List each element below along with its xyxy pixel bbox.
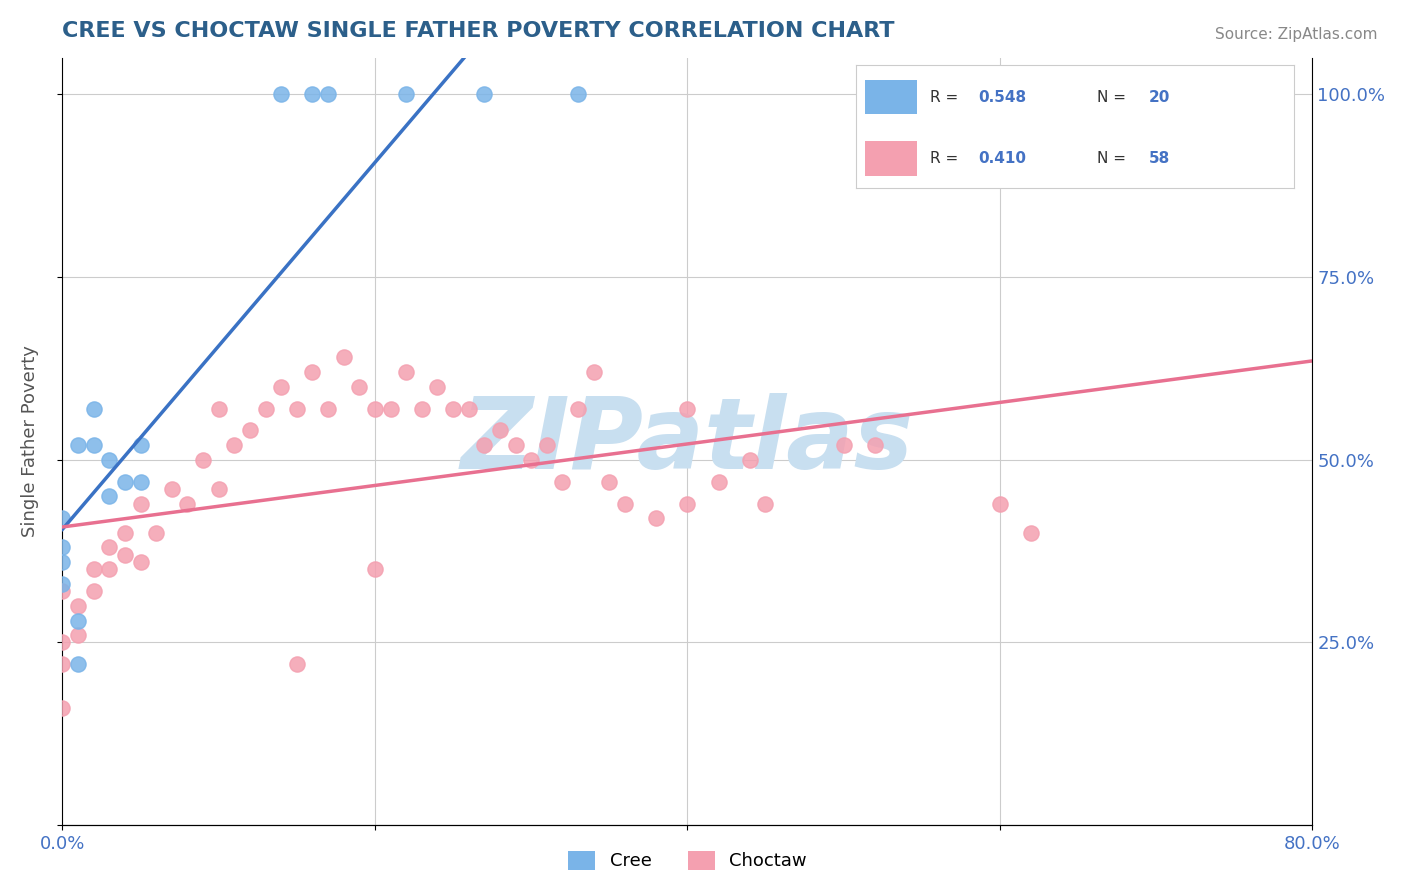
Point [567, 401, 589, 416]
Point [489, 424, 512, 438]
Point [832, 438, 855, 452]
Point [83, 584, 105, 599]
Point [380, 401, 402, 416]
Point [536, 438, 558, 452]
Point [254, 401, 277, 416]
Point [988, 497, 1011, 511]
Point [67, 614, 90, 628]
Point [707, 475, 730, 489]
Point [67, 628, 90, 642]
Point [51, 701, 73, 715]
Text: Source: ZipAtlas.com: Source: ZipAtlas.com [1215, 27, 1378, 42]
Point [114, 548, 136, 562]
Point [98, 489, 121, 503]
Point [364, 401, 387, 416]
Point [224, 438, 246, 452]
Point [551, 475, 574, 489]
Point [114, 475, 136, 489]
Point [160, 482, 183, 496]
Point [598, 475, 620, 489]
Point [395, 365, 418, 379]
Point [1019, 525, 1042, 540]
Point [676, 497, 699, 511]
Point [332, 351, 354, 365]
Point [645, 511, 668, 525]
Point [472, 87, 495, 102]
Point [301, 87, 323, 102]
Point [863, 438, 886, 452]
Point [349, 379, 371, 393]
Point [129, 497, 152, 511]
Point [270, 87, 292, 102]
Point [270, 379, 292, 393]
Point [83, 562, 105, 576]
Legend: Cree, Choctaw: Cree, Choctaw [561, 844, 814, 878]
Point [754, 497, 776, 511]
Point [98, 562, 121, 576]
Point [301, 365, 323, 379]
Point [176, 497, 198, 511]
Point [520, 452, 543, 467]
Point [129, 555, 152, 569]
Point [51, 577, 73, 591]
Point [51, 657, 73, 672]
Point [316, 401, 339, 416]
Point [67, 599, 90, 613]
Point [145, 525, 167, 540]
Y-axis label: Single Father Poverty: Single Father Poverty [21, 345, 39, 537]
Text: ZIPatlas: ZIPatlas [461, 393, 914, 490]
Point [98, 452, 121, 467]
Point [83, 401, 105, 416]
Point [114, 525, 136, 540]
Point [208, 401, 231, 416]
Point [129, 475, 152, 489]
Point [738, 452, 761, 467]
Point [426, 379, 449, 393]
Point [676, 401, 699, 416]
Point [129, 438, 152, 452]
Text: CREE VS CHOCTAW SINGLE FATHER POVERTY CORRELATION CHART: CREE VS CHOCTAW SINGLE FATHER POVERTY CO… [62, 21, 896, 41]
Point [98, 541, 121, 555]
Point [364, 562, 387, 576]
Point [457, 401, 479, 416]
Point [67, 657, 90, 672]
Point [613, 497, 636, 511]
Point [51, 511, 73, 525]
Point [83, 438, 105, 452]
Point [567, 87, 589, 102]
Point [505, 438, 527, 452]
Point [51, 584, 73, 599]
Point [191, 452, 214, 467]
Point [441, 401, 464, 416]
Point [51, 635, 73, 649]
Point [67, 438, 90, 452]
Point [472, 438, 495, 452]
Point [582, 365, 605, 379]
Point [208, 482, 231, 496]
Point [51, 541, 73, 555]
Point [411, 401, 433, 416]
Point [51, 555, 73, 569]
Point [285, 657, 308, 672]
Point [239, 424, 262, 438]
Point [395, 87, 418, 102]
Point [316, 87, 339, 102]
Point [285, 401, 308, 416]
